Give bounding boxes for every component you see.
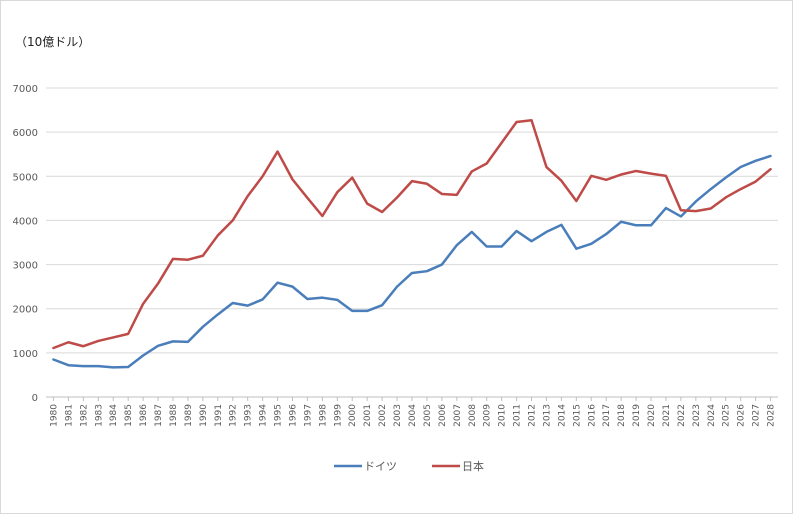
x-tick-label: 2028 — [767, 404, 777, 427]
x-tick-label: 1991 — [214, 404, 224, 427]
legend-label: ドイツ — [364, 460, 397, 473]
x-tick-label: 2021 — [662, 404, 672, 427]
x-tick-label: 2000 — [348, 404, 358, 427]
x-tick-label: 2012 — [528, 404, 538, 427]
x-tick-label: 1987 — [154, 404, 164, 427]
x-tick-label: 2016 — [587, 404, 597, 427]
x-tick-label: 2002 — [378, 404, 388, 427]
x-tick-label: 2001 — [363, 404, 373, 427]
x-tick-label: 1982 — [79, 404, 89, 427]
x-tick-label: 2019 — [632, 404, 642, 427]
x-tick-label: 1988 — [169, 404, 179, 427]
series-line — [52, 118, 772, 350]
x-tick-label: 1986 — [139, 404, 149, 427]
legend-label: 日本 — [462, 459, 484, 473]
x-tick-label: 1998 — [318, 404, 328, 427]
x-tick-label: 2013 — [542, 404, 552, 427]
x-tick-label: 2011 — [513, 404, 523, 427]
y-axis-unit-label: （10億ドル） — [15, 35, 91, 49]
y-tick-label: 4000 — [13, 216, 38, 227]
x-tick-label: 1994 — [259, 404, 269, 427]
x-tick-label: 2006 — [438, 404, 448, 427]
x-tick-label: 1996 — [288, 404, 298, 427]
y-tick-labels: 0 1000 2000 3000 4000 5000 6000 7000 — [13, 84, 38, 404]
x-tick-label: 2003 — [393, 404, 403, 427]
x-tick-label: 2007 — [453, 404, 463, 427]
gridlines — [46, 87, 778, 398]
x-tick-label: 2018 — [617, 404, 627, 427]
x-tick-label: 2008 — [468, 404, 478, 427]
y-tick-label: 0 — [32, 393, 38, 404]
x-tick-label: 2017 — [602, 404, 612, 427]
x-tick-label: 1984 — [109, 404, 119, 427]
x-tick-label: 1999 — [333, 404, 343, 427]
x-tick-labels: 1980 1981 1982 1983 1984 1985 1986 1987 1988 1989… — [49, 397, 777, 427]
x-tick-label: 2004 — [408, 404, 418, 427]
x-tick-label: 2027 — [752, 404, 762, 427]
legend: ドイツ 日本 — [334, 459, 484, 473]
y-tick-label: 3000 — [13, 261, 38, 272]
x-tick-label: 2023 — [692, 404, 702, 427]
x-tick-label: 1981 — [64, 404, 74, 427]
x-tick-label: 2015 — [572, 404, 582, 427]
x-tick-label: 1993 — [244, 404, 254, 427]
y-tick-label: 6000 — [13, 128, 38, 139]
x-tick-label: 2009 — [483, 404, 493, 427]
y-tick-label: 7000 — [13, 84, 38, 95]
x-tick-label: 2020 — [647, 404, 657, 427]
y-tick-label: 2000 — [13, 305, 38, 316]
x-tick-label: 2025 — [722, 404, 732, 427]
series-lines — [52, 118, 772, 369]
x-tick-label: 1990 — [199, 404, 209, 427]
x-tick-label: 1983 — [94, 404, 104, 427]
series-line — [52, 154, 772, 369]
x-tick-label: 1980 — [49, 404, 59, 427]
x-tick-label: 2026 — [737, 404, 747, 427]
x-tick-label: 2022 — [677, 404, 687, 427]
y-tick-label: 1000 — [13, 349, 38, 360]
x-tick-label: 1995 — [274, 404, 284, 427]
x-tick-label: 1997 — [303, 404, 313, 427]
y-tick-label: 5000 — [13, 172, 38, 183]
x-tick-label: 2024 — [707, 404, 717, 427]
x-tick-label: 1989 — [184, 404, 194, 427]
x-tick-label: 2014 — [557, 404, 567, 427]
x-tick-label: 1992 — [229, 404, 239, 427]
x-tick-label: 1985 — [124, 404, 134, 427]
x-tick-label: 2005 — [423, 404, 433, 427]
x-tick-label: 2010 — [498, 404, 508, 427]
